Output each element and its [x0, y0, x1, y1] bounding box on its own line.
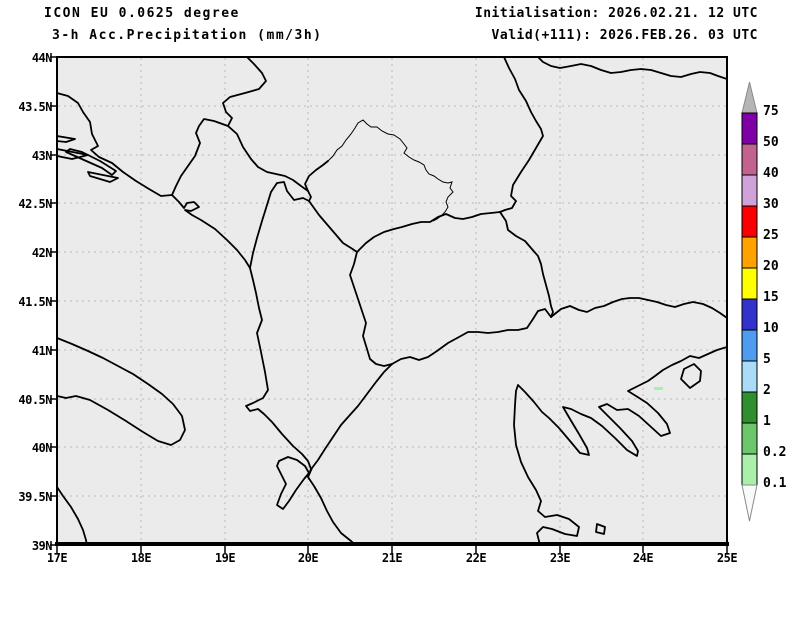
parameter-title: 3-h Acc.Precipitation (mm/3h): [52, 28, 323, 43]
colorbar-label-10: 10: [763, 321, 779, 336]
lon-label-17e: 17E: [46, 551, 68, 565]
colorbar-seg-01-02: [741, 453, 758, 486]
axis-ticks: [50, 56, 728, 553]
lat-label-43-5n: 43.5N: [18, 100, 52, 114]
island-skiathos: [595, 523, 606, 535]
precip-spot: [654, 387, 663, 390]
colorbar: [741, 81, 758, 522]
colorbar-label-25: 25: [763, 228, 779, 243]
lat-label-40n: 40N: [31, 441, 53, 455]
coastline-aegean-chalkidiki: [513, 346, 726, 544]
lon-label-18e: 18E: [130, 551, 152, 565]
colorbar-seg-5-10: [741, 329, 758, 362]
island-hvar: [58, 135, 76, 143]
island-corfu: [276, 456, 310, 510]
lon-label-24e: 24E: [632, 551, 654, 565]
border-danube-bulgaria-romania: [537, 58, 726, 80]
border-albania-macedonia: [349, 251, 393, 367]
colorbar-label-40: 40: [763, 166, 779, 181]
border-kosovo-serbia-thin: [327, 119, 454, 222]
border-albania-kosovo: [308, 200, 358, 253]
lat-label-42n: 42N: [31, 246, 53, 260]
border-macedonia-kosovo-serbia: [356, 211, 501, 253]
border-bulgaria-macedonia: [499, 211, 554, 318]
colorbar-seg-20-25: [741, 236, 758, 269]
colorbar-label-5: 5: [763, 352, 771, 367]
colorbar-seg-1-2: [741, 391, 758, 424]
border-greece-macedonia: [391, 308, 552, 365]
colorbar-seg-15-20: [741, 267, 758, 300]
colorbar-label-75: 75: [763, 104, 779, 119]
colorbar-under-arrow: [741, 484, 758, 522]
lat-label-44n: 44N: [31, 51, 53, 65]
colorbar-seg-50-75: [741, 112, 758, 145]
border-albania-greece: [307, 363, 393, 478]
model-title: ICON EU 0.0625 degree: [44, 6, 240, 21]
border-montenegro-serbia: [227, 125, 329, 192]
lat-label-39-5n: 39.5N: [18, 490, 52, 504]
coastline-calabria: [58, 486, 88, 544]
lon-label-20e: 20E: [297, 551, 319, 565]
colorbar-seg-25-30: [741, 205, 758, 238]
border-bosnia-serbia: [222, 58, 267, 127]
lat-label-41-5n: 41.5N: [18, 295, 52, 309]
lon-label-21e: 21E: [381, 551, 403, 565]
initialisation-time: Initialisation: 2026.02.21. 12 UTC: [474, 6, 758, 21]
lon-label-19e: 19E: [214, 551, 236, 565]
lat-label-42-5n: 42.5N: [18, 197, 52, 211]
colorbar-label-15: 15: [763, 290, 779, 305]
border-greece-bulgaria: [550, 297, 726, 319]
colorbar-label-50: 50: [763, 135, 779, 150]
colorbar-seg-02-1: [741, 422, 758, 455]
colorbar-seg-40-50: [741, 143, 758, 176]
island-thasos: [680, 363, 702, 389]
colorbar-seg-10-15: [741, 298, 758, 331]
lat-label-40-5n: 40.5N: [18, 393, 52, 407]
colorbar-seg-2-5: [741, 360, 758, 393]
colorbar-seg-30-40: [741, 174, 758, 207]
lat-label-39n: 39N: [31, 539, 53, 553]
colorbar-label-2: 2: [763, 383, 771, 398]
colorbar-label-0-1: 0.1: [763, 476, 787, 491]
lon-label-23e: 23E: [549, 551, 571, 565]
lon-label-22e: 22E: [465, 551, 487, 565]
valid-time: Valid(+111): 2026.FEB.26. 03 UTC: [491, 28, 758, 43]
colorbar-label-30: 30: [763, 197, 779, 212]
lon-label-25e: 25E: [716, 551, 738, 565]
colorbar-label-0-2: 0.2: [763, 445, 787, 460]
border-bosnia-montenegro: [171, 118, 229, 196]
border-montenegro-albania: [249, 181, 312, 269]
colorbar-label-1: 1: [763, 414, 771, 429]
border-serbia-bulgaria: [499, 58, 544, 213]
island-mljet: [87, 171, 119, 183]
island-korcula: [58, 148, 89, 160]
coastline-puglia: [58, 337, 186, 446]
colorbar-over-arrow: [741, 81, 758, 114]
lat-label-43n: 43N: [31, 149, 53, 163]
peninsula-peljesac: [65, 148, 117, 176]
colorbar-label-20: 20: [763, 259, 779, 274]
lat-label-41n: 41N: [31, 344, 53, 358]
